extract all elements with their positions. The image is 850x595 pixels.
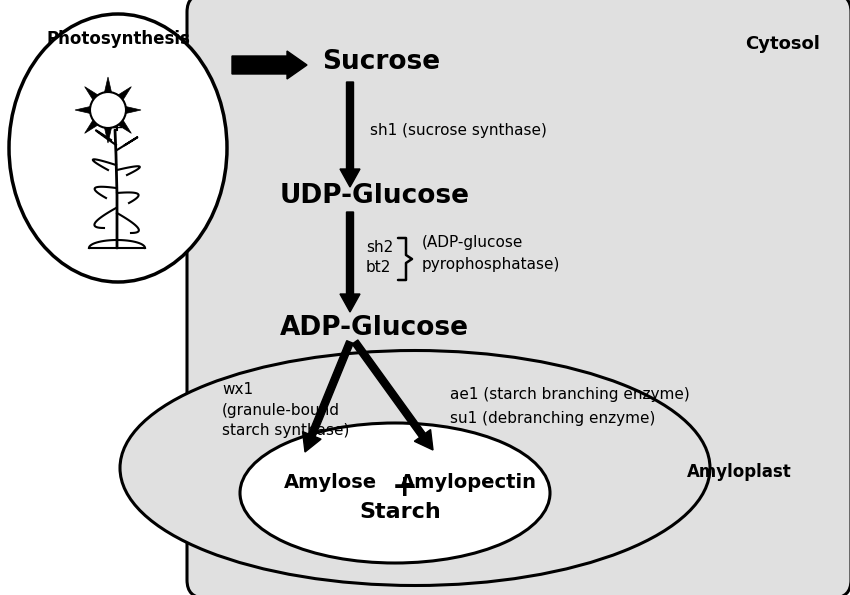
Text: wx1: wx1 (222, 383, 253, 397)
Polygon shape (105, 77, 111, 92)
Polygon shape (85, 120, 98, 133)
Text: (granule-bound: (granule-bound (222, 402, 340, 418)
FancyArrow shape (340, 82, 360, 187)
Text: starch synthase): starch synthase) (222, 422, 349, 437)
Text: sh2: sh2 (366, 240, 394, 255)
Text: Starch: Starch (359, 502, 441, 522)
Text: Cytosol: Cytosol (745, 35, 820, 53)
Text: bt2: bt2 (366, 261, 391, 275)
Text: su1 (debranching enzyme): su1 (debranching enzyme) (450, 411, 655, 425)
Polygon shape (118, 87, 132, 100)
Ellipse shape (9, 14, 227, 282)
Polygon shape (126, 107, 141, 114)
Text: Amyloplast: Amyloplast (688, 463, 792, 481)
FancyArrow shape (352, 340, 433, 450)
Polygon shape (105, 128, 111, 143)
Text: +: + (392, 474, 418, 503)
Text: sh1 (sucrose synthase): sh1 (sucrose synthase) (370, 123, 547, 137)
FancyArrow shape (340, 212, 360, 312)
Ellipse shape (120, 350, 710, 585)
FancyBboxPatch shape (187, 0, 850, 595)
FancyArrow shape (232, 51, 307, 79)
Ellipse shape (240, 423, 550, 563)
Text: Photosynthesis: Photosynthesis (46, 30, 190, 48)
Text: Sucrose: Sucrose (322, 49, 440, 75)
Text: pyrophosphatase): pyrophosphatase) (422, 256, 560, 271)
Text: (ADP-glucose: (ADP-glucose (422, 236, 524, 250)
Text: Amylose: Amylose (283, 472, 377, 491)
FancyArrow shape (303, 341, 354, 452)
Text: ADP-Glucose: ADP-Glucose (280, 315, 469, 341)
Text: ae1 (starch branching enzyme): ae1 (starch branching enzyme) (450, 387, 689, 402)
Polygon shape (118, 120, 132, 133)
Polygon shape (75, 107, 90, 114)
Text: Amylopectin: Amylopectin (400, 472, 536, 491)
Text: UDP-Glucose: UDP-Glucose (280, 183, 470, 209)
Polygon shape (85, 87, 98, 100)
Circle shape (90, 92, 126, 128)
